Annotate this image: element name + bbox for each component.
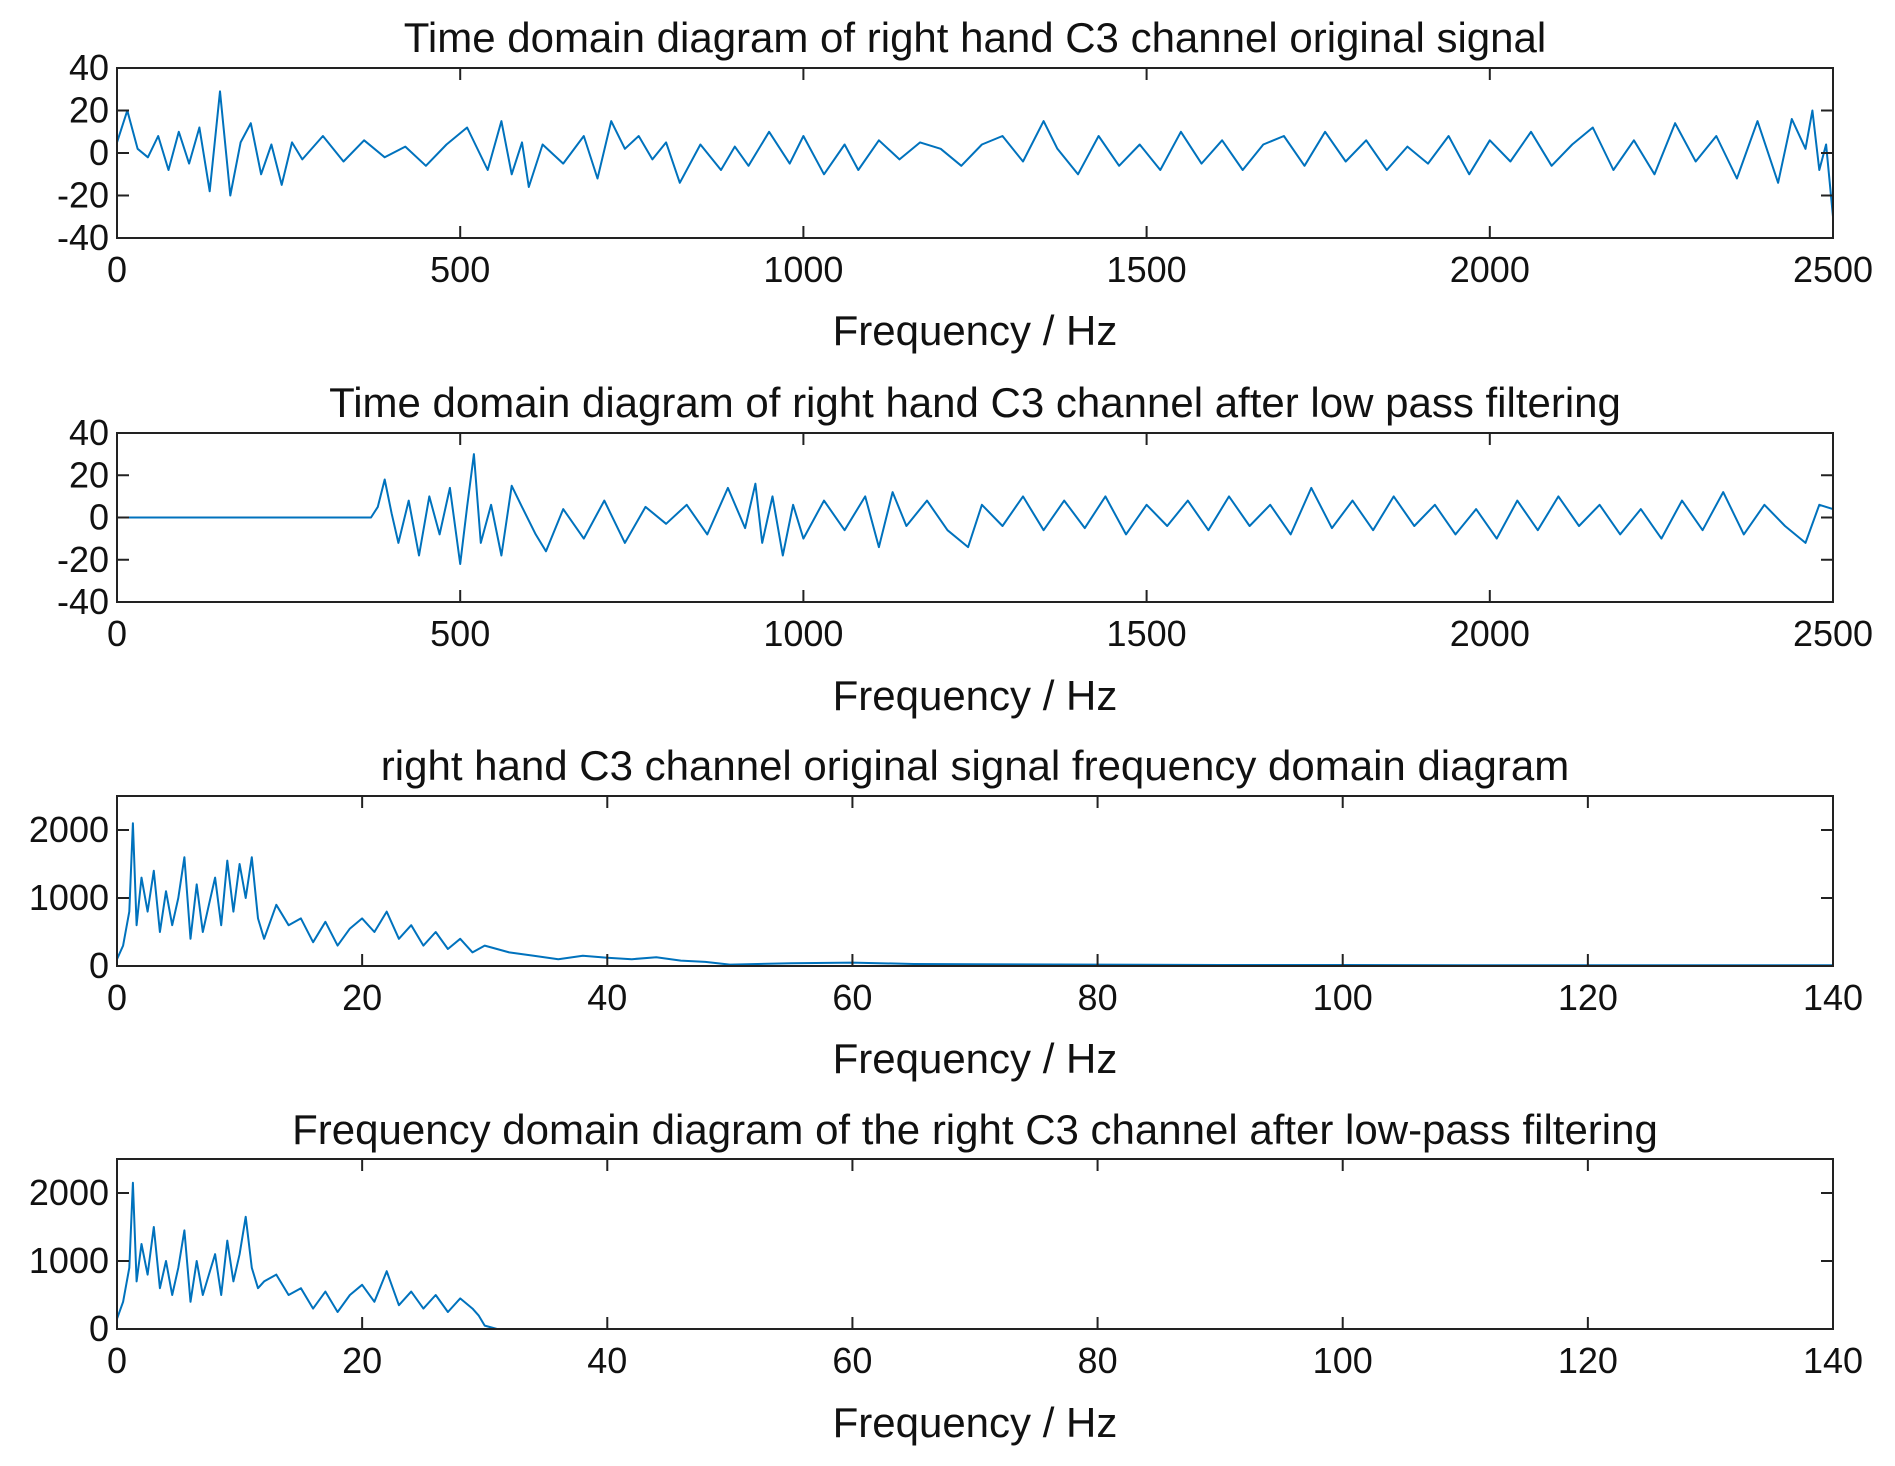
x-tick-label: 60 bbox=[832, 1340, 872, 1381]
x-tick-label: 1000 bbox=[763, 249, 843, 290]
x-tick-label: 1500 bbox=[1107, 249, 1187, 290]
x-tick-label: 20 bbox=[342, 1340, 382, 1381]
chart-title: right hand C3 channel original signal fr… bbox=[381, 742, 1569, 789]
x-tick-label: 2000 bbox=[1450, 613, 1530, 654]
x-tick-label: 0 bbox=[107, 249, 127, 290]
y-tick-label: -40 bbox=[57, 217, 109, 258]
subplot-time-filtered: Time domain diagram of right hand C3 cha… bbox=[57, 379, 1873, 719]
x-tick-label: 40 bbox=[587, 977, 627, 1018]
x-tick-label: 20 bbox=[342, 977, 382, 1018]
x-axis-label: Frequency / Hz bbox=[833, 1399, 1118, 1446]
y-tick-label: 1000 bbox=[29, 877, 109, 918]
x-tick-label: 100 bbox=[1313, 1340, 1373, 1381]
y-tick-label: -40 bbox=[57, 581, 109, 622]
y-tick-label: 40 bbox=[69, 47, 109, 88]
chart-title: Frequency domain diagram of the right C3… bbox=[292, 1106, 1658, 1153]
series-line-0 bbox=[116, 1181, 1833, 1330]
y-tick-label: 2000 bbox=[29, 1172, 109, 1213]
x-tick-label: 0 bbox=[107, 977, 127, 1018]
x-tick-label: 80 bbox=[1078, 977, 1118, 1018]
chart-title: Time domain diagram of right hand C3 cha… bbox=[329, 379, 1621, 426]
y-tick-label: 20 bbox=[69, 454, 109, 495]
x-tick-label: 2000 bbox=[1450, 249, 1530, 290]
subplot-time-original: Time domain diagram of right hand C3 cha… bbox=[57, 14, 1873, 354]
x-tick-label: 2500 bbox=[1793, 613, 1873, 654]
y-tick-label: 0 bbox=[89, 497, 109, 538]
x-tick-label: 120 bbox=[1558, 1340, 1618, 1381]
x-tick-label: 2500 bbox=[1793, 249, 1873, 290]
y-tick-label: 2000 bbox=[29, 809, 109, 850]
x-tick-label: 500 bbox=[430, 249, 490, 290]
x-axis-label: Frequency / Hz bbox=[833, 1035, 1118, 1082]
x-axis-label: Frequency / Hz bbox=[833, 307, 1118, 354]
chart-title: Time domain diagram of right hand C3 cha… bbox=[404, 14, 1546, 61]
x-tick-label: 0 bbox=[107, 1340, 127, 1381]
y-tick-label: -20 bbox=[57, 539, 109, 580]
x-tick-label: 140 bbox=[1803, 1340, 1863, 1381]
x-tick-label: 80 bbox=[1078, 1340, 1118, 1381]
x-tick-label: 140 bbox=[1803, 977, 1863, 1018]
x-tick-label: 0 bbox=[107, 613, 127, 654]
x-tick-label: 1500 bbox=[1107, 613, 1187, 654]
axes-box bbox=[116, 1158, 1834, 1330]
x-tick-label: 120 bbox=[1558, 977, 1618, 1018]
subplot-freq-original: right hand C3 channel original signal fr… bbox=[29, 742, 1863, 1082]
y-tick-label: 20 bbox=[69, 90, 109, 131]
series-line-0 bbox=[117, 453, 1834, 565]
y-tick-label: -20 bbox=[57, 175, 109, 216]
x-tick-label: 1000 bbox=[763, 613, 843, 654]
y-tick-label: 0 bbox=[89, 132, 109, 173]
y-tick-label: 0 bbox=[89, 1308, 109, 1349]
series-line-0 bbox=[116, 822, 1833, 967]
y-tick-label: 0 bbox=[89, 945, 109, 986]
x-tick-label: 40 bbox=[587, 1340, 627, 1381]
subplot-freq-filtered: Frequency domain diagram of the right C3… bbox=[29, 1106, 1863, 1446]
x-tick-label: 500 bbox=[430, 613, 490, 654]
axes-box bbox=[116, 432, 1834, 603]
x-axis-label: Frequency / Hz bbox=[833, 672, 1118, 719]
y-tick-label: 1000 bbox=[29, 1240, 109, 1281]
series-line-0 bbox=[116, 90, 1834, 217]
x-tick-label: 60 bbox=[832, 977, 872, 1018]
axes-box bbox=[116, 795, 1834, 967]
x-tick-label: 100 bbox=[1313, 977, 1373, 1018]
y-tick-label: 40 bbox=[69, 412, 109, 453]
